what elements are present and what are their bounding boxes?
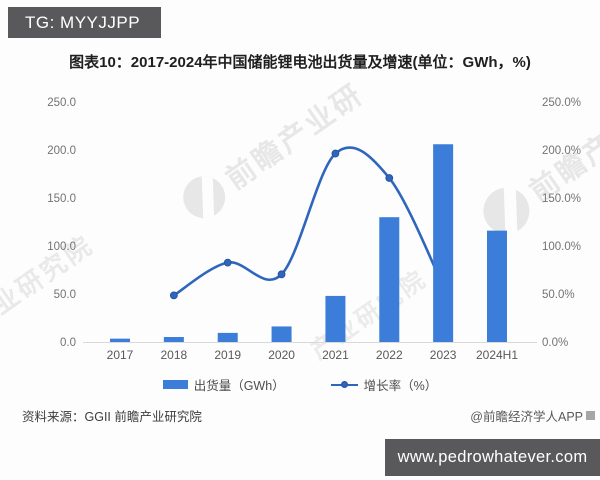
y-axis-label-right: 200.0% (542, 145, 581, 157)
legend-item-shipments: 出货量（GWh） (162, 375, 285, 394)
x-axis-label: 2023 (430, 348, 457, 362)
shipment-growth-chart: 0.0 50.0 100.0 150.0 200.0 250.0 0.0% 50.0% 100.… (47, 97, 581, 362)
shipment-bar (325, 295, 346, 342)
tg-badge: TG: MYYJJPP (8, 7, 161, 38)
y-axis-label-left: 50.0 (54, 289, 76, 301)
y-axis-label-left: 150.0 (47, 193, 76, 205)
shipment-bar (217, 332, 238, 342)
growth-line-marker (169, 291, 178, 300)
y-axis-label-left: 250.0 (47, 97, 76, 109)
legend-label: 出货量（GWh） (193, 379, 285, 393)
source-row: 资料来源：GGII 前瞻产业研究院 @前瞻经济学人APP (0, 404, 600, 424)
y-axis-label-left: 0.0 (60, 337, 76, 349)
x-axis-label: 2019 (214, 348, 241, 362)
legend-label: 增长率（%） (363, 379, 438, 393)
shipment-bar (379, 217, 400, 342)
x-axis-label: 2024H1 (476, 348, 518, 362)
credit-text: @前瞻经济学人APP (470, 406, 595, 425)
shipment-bar (486, 230, 507, 342)
growth-line-marker (277, 270, 286, 279)
x-axis-label: 2020 (268, 348, 295, 362)
shipment-bar (110, 338, 130, 342)
shipment-bar (271, 326, 292, 342)
x-axis-label: 2017 (107, 348, 134, 362)
watermark-url-bar: www.pedrowhatever.com (385, 439, 600, 476)
chart-title: 图表10：2017-2024年中国储能锂电池出货量及增速(单位：GWh，%) (69, 54, 531, 71)
legend-item-growth: 增长率（%） (330, 375, 438, 394)
growth-line-marker (223, 258, 232, 267)
bar-swatch-icon (162, 380, 188, 389)
y-axis-label-right: 150.0% (542, 193, 581, 205)
y-axis-label-right: 50.0% (542, 289, 575, 301)
y-axis-label-right: 250.0% (542, 97, 581, 109)
x-axis-label: 2022 (376, 348, 403, 362)
y-axis-label-left: 200.0 (47, 145, 76, 157)
y-axis-label-right: 100.0% (542, 241, 581, 253)
y-axis-label-left: 100.0 (47, 241, 76, 253)
source-text: 资料来源：GGII 前瞻产业研究院 (22, 410, 202, 424)
x-axis-label: 2018 (161, 348, 188, 362)
x-axis-label: 2021 (322, 348, 349, 362)
y-axis-label-right: 0.0% (542, 337, 568, 349)
growth-line-series (172, 146, 445, 297)
chart-legend: 出货量（GWh） 增长率（%） (0, 375, 600, 394)
shipment-bar (433, 144, 454, 342)
shipment-bar (163, 337, 184, 342)
credit-logo-square (586, 411, 595, 420)
line-swatch-icon (330, 380, 358, 389)
growth-line-marker (385, 174, 394, 182)
growth-line-marker (331, 149, 340, 158)
